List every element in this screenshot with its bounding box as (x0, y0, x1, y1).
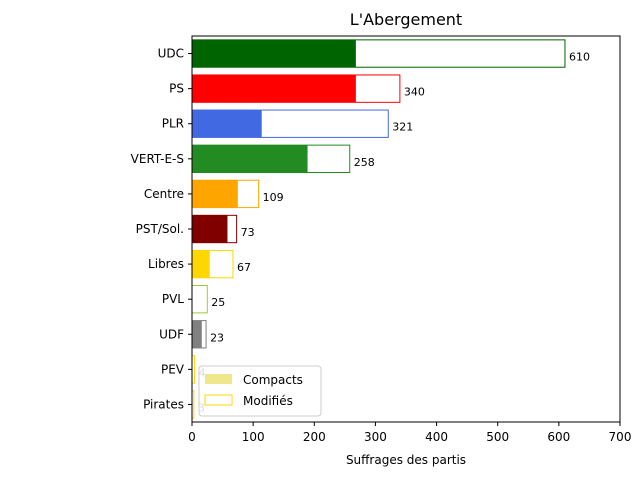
x-tick-label: 500 (486, 430, 509, 444)
data-label: 25 (211, 296, 225, 309)
data-label: 23 (210, 331, 224, 344)
bar-fill (192, 39, 356, 68)
bar-fill (192, 74, 356, 103)
x-tick-label: 0 (188, 430, 196, 444)
y-tick-label: Centre (144, 187, 184, 201)
x-tick-label: 400 (425, 430, 448, 444)
x-tick-label: 300 (364, 430, 387, 444)
bar-fill (192, 215, 228, 243)
bar-fill (192, 180, 238, 208)
y-tick-label: UDF (159, 327, 184, 341)
axes-layer: 0 100 200 300 400 500 600 700 (188, 35, 632, 444)
y-tick-label: PST/Sol. (136, 222, 184, 236)
x-tick-label: 200 (303, 430, 326, 444)
legend-label: Compacts (243, 373, 303, 387)
bar-fill (192, 320, 202, 348)
legend-swatch (205, 374, 232, 384)
axes-frame (191, 35, 621, 423)
y-tick-label: VERT-E-S (131, 152, 184, 166)
data-label: 610 (569, 51, 590, 64)
y-tick-label: UDC (158, 47, 184, 61)
x-tick-label: 100 (242, 430, 265, 444)
bar-outline (191, 284, 208, 314)
data-label: 73 (241, 226, 255, 239)
y-tick-label: Pirates (143, 397, 184, 411)
x-tick-label: 700 (609, 430, 632, 444)
legend-swatch (204, 394, 233, 406)
y-tick-label: PS (169, 82, 184, 96)
bars-layer: 610 UDC 340 PS 321 PLR 258 VERT-E-S 109 Centre 73 P… (131, 39, 590, 419)
bar-fill (192, 250, 210, 278)
data-label: 340 (404, 86, 425, 99)
data-label: 109 (263, 191, 284, 204)
y-tick-label: PLR (162, 117, 184, 131)
chart-title: L'Abergement (350, 10, 462, 29)
bar-fill (192, 145, 308, 173)
data-label: 67 (237, 261, 251, 274)
bar-fill (192, 110, 262, 138)
x-tick-label: 600 (547, 430, 570, 444)
legend-label: Modifiés (243, 394, 293, 408)
y-tick-label: Libres (148, 257, 184, 271)
y-tick-label: PVL (162, 292, 184, 306)
legend: Compacts Modifiés (198, 365, 322, 417)
data-label: 258 (354, 156, 375, 169)
data-label: 321 (392, 121, 413, 134)
x-axis-label: Suffrages des partis (346, 453, 466, 467)
y-tick-label: PEV (161, 362, 185, 376)
